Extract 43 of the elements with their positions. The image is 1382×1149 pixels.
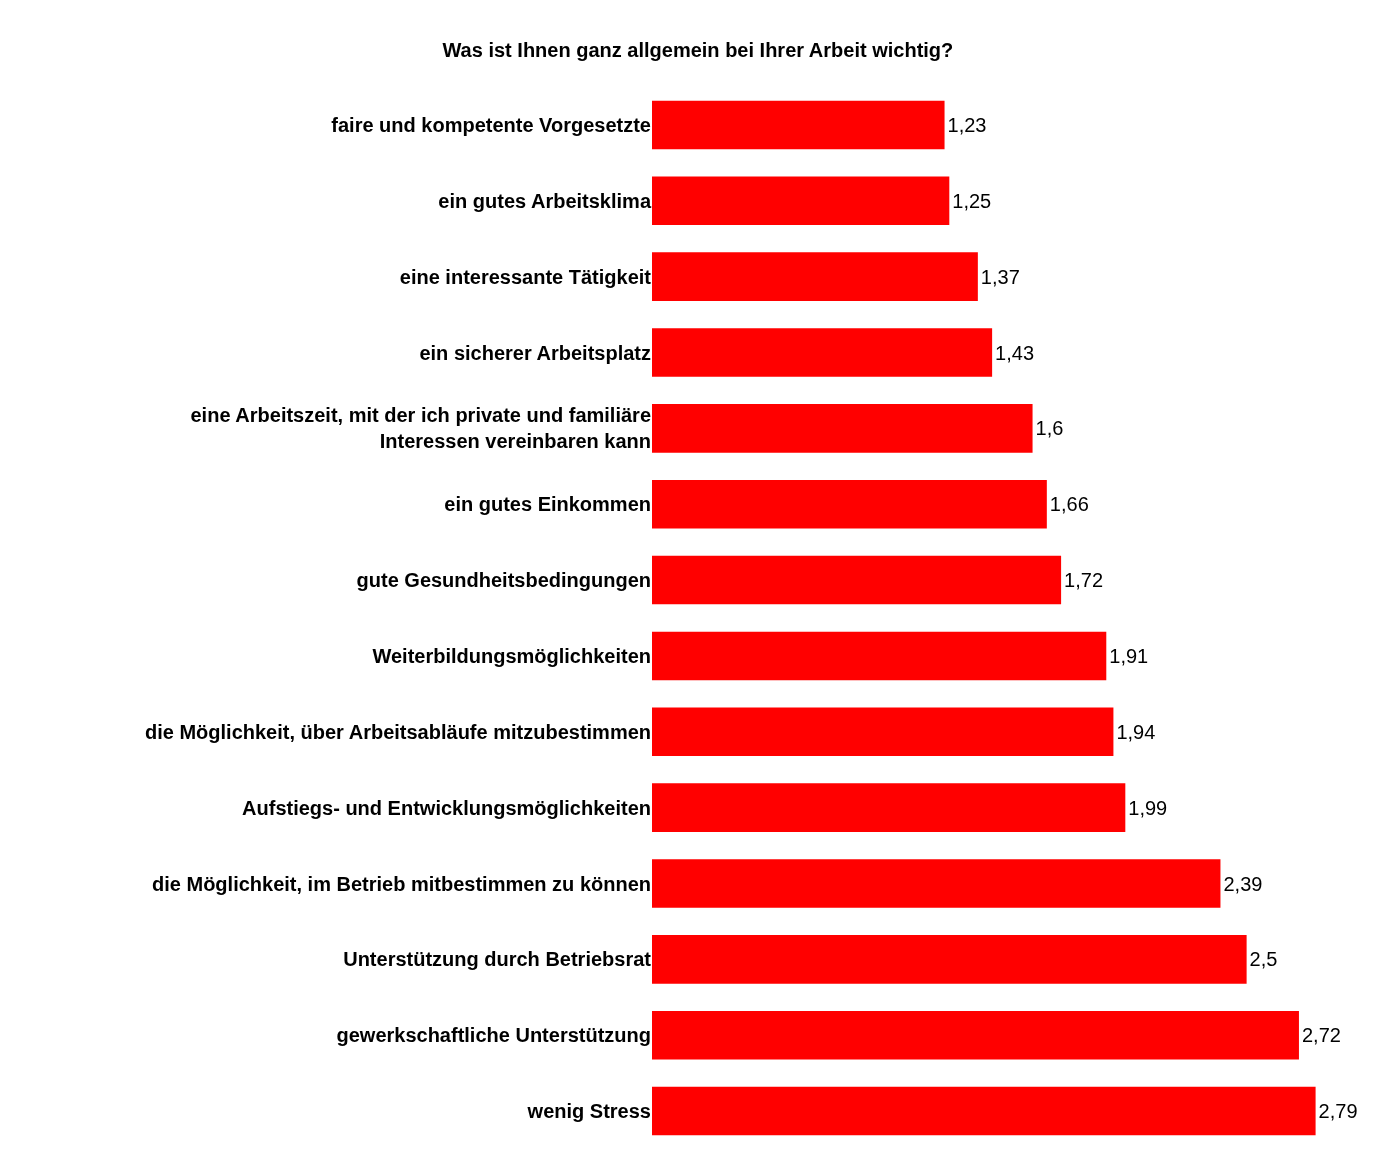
y-tick-label: die Möglichkeit, über Arbeitsabläufe mitzubestimmen [144,720,651,743]
bar [652,859,1221,908]
y-tick-label: ein sicherer Arbeitsplatz [419,341,651,364]
y-tick-label: eine Arbeitszeit, mit der ich private und familiäre Interessen vereinbaren kann [190,404,651,453]
y-tick-label: Weiterbildungsmöglichkeiten [372,644,651,667]
y-tick-label: wenig Stress [526,1100,651,1123]
data-label: 1,25 [952,189,992,212]
bar [652,176,950,226]
bar [652,1010,1299,1060]
data-label: 1,23 [947,113,987,136]
data-label: 1,94 [1116,720,1156,743]
y-tick-label: Aufstiegs- und Entwicklungsmöglichkeiten [242,796,651,819]
y-tick-label: ein gutes Arbeitsklima [438,189,652,212]
bar [652,252,978,301]
bar [652,404,1033,453]
y-tick-label: gewerkschaftliche Unterstützung [336,1024,651,1047]
bar [652,935,1247,984]
bar [652,479,1047,529]
bar [652,555,1062,605]
y-tick-label: eine interessante Tätigkeit [399,265,652,288]
data-label: 2,79 [1318,1100,1358,1123]
bar [652,707,1114,757]
data-label: 1,66 [1049,493,1089,516]
bar [652,1086,1316,1136]
bar [652,328,993,377]
chart-title: Was ist Ihnen ganz allgemein bei Ihrer Arbeit wichtig? [442,39,954,61]
y-tick-label: die Möglichkeit, im Betrieb mitbestimmen zu können [152,872,651,895]
data-label: 1,99 [1128,796,1168,819]
data-label: 1,6 [1035,417,1064,440]
y-tick-label: ein gutes Einkommen [444,493,651,516]
y-tick-label: Unterstützung durch Betriebsrat [343,948,652,971]
y-tick-label: gute Gesundheitsbedingungen [356,569,651,592]
bar [652,100,945,150]
data-label: 1,37 [980,265,1020,288]
data-label: 2,72 [1301,1024,1341,1047]
data-label: 2,5 [1249,948,1278,971]
bar [652,783,1126,832]
y-tick-label: faire und kompetente Vorgesetzte [331,113,651,136]
data-label: 1,43 [995,341,1035,364]
data-label: 2,39 [1223,872,1263,895]
bar [652,631,1107,681]
data-label: 1,72 [1064,569,1104,592]
data-label: 1,91 [1109,644,1149,667]
